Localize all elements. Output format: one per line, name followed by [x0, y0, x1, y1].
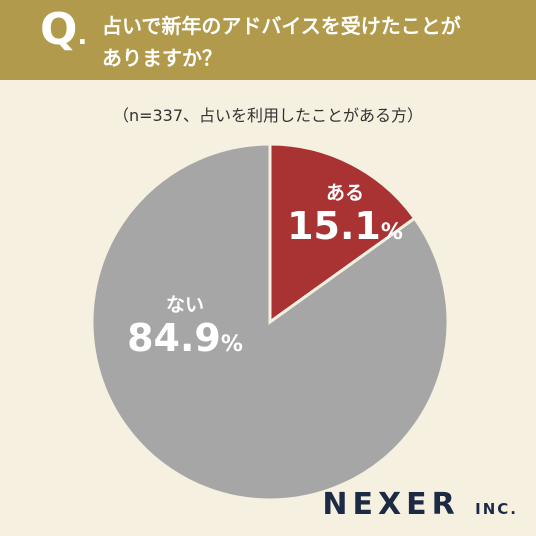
question-line-1: 占いで新年のアドバイスを受けたことが — [102, 14, 461, 38]
q-letter: Q — [40, 4, 78, 55]
q-mark: Q. — [40, 8, 87, 52]
slice-value-number-aru: 15.1 — [287, 204, 381, 248]
slice-name-aru: ある — [325, 182, 364, 204]
nexer-logo: NEXER INC. — [322, 487, 518, 522]
slice-value-nai: 84.9% — [110, 316, 260, 361]
question-header: Q. 占いで新年のアドバイスを受けたことが ありますか？ — [0, 0, 536, 80]
question-text: 占いで新年のアドバイスを受けたことが ありますか？ — [102, 10, 522, 74]
logo-suffix: INC. — [475, 500, 518, 518]
slice-value-aru: 15.1% — [270, 204, 420, 249]
question-line-2: ありますか？ — [102, 46, 222, 70]
pie-slice-nai — [90, 142, 450, 502]
slice-label-nai: ない 84.9% — [110, 290, 260, 361]
q-dot: . — [77, 21, 88, 51]
slice-value-number-nai: 84.9 — [127, 316, 221, 360]
slice-value-unit-nai: % — [220, 332, 243, 357]
pie-slice-aru — [268, 142, 417, 325]
slice-name-nai: ない — [165, 294, 204, 316]
slice-value-unit-aru: % — [380, 220, 403, 245]
slice-label-aru: ある 15.1% — [270, 178, 420, 249]
logo-main: NEXER — [322, 487, 460, 522]
sample-note: （n=337、占いを利用したことがある方） — [112, 106, 424, 125]
